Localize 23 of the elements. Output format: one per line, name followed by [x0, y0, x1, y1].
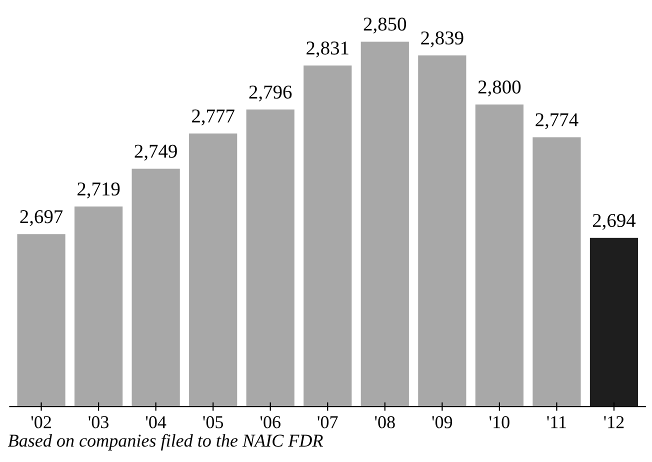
data-label: 2,719: [78, 182, 120, 198]
x-tick-label: '06: [260, 416, 280, 428]
data-label: 2,850: [364, 18, 406, 34]
x-tick-label: '07: [318, 416, 338, 428]
x-tick-label: '09: [432, 416, 452, 428]
x-tick-label: '12: [604, 416, 624, 428]
data-label: 2,800: [478, 80, 521, 96]
data-label: 2,777: [192, 109, 234, 126]
data-label: 2,796: [249, 86, 292, 102]
data-label: 2,697: [20, 210, 63, 226]
x-tick-label: '04: [146, 416, 166, 428]
text: Based on companies filed to the NAIC FDR: [8, 434, 323, 450]
x-tick-label: '05: [203, 416, 224, 428]
x-tick-label: '08: [375, 416, 395, 428]
data-label: 2,694: [592, 214, 636, 230]
data-label: 2,831: [306, 41, 348, 58]
x-tick-label: '11: [547, 416, 566, 428]
x-tick-label: '10: [490, 416, 510, 428]
data-label: 2,839: [421, 31, 464, 48]
data-label: 2,774: [536, 113, 578, 130]
x-tick-label: '02: [31, 416, 51, 428]
data-label: 2,749: [134, 144, 177, 161]
x-tick-label: '03: [88, 416, 108, 428]
